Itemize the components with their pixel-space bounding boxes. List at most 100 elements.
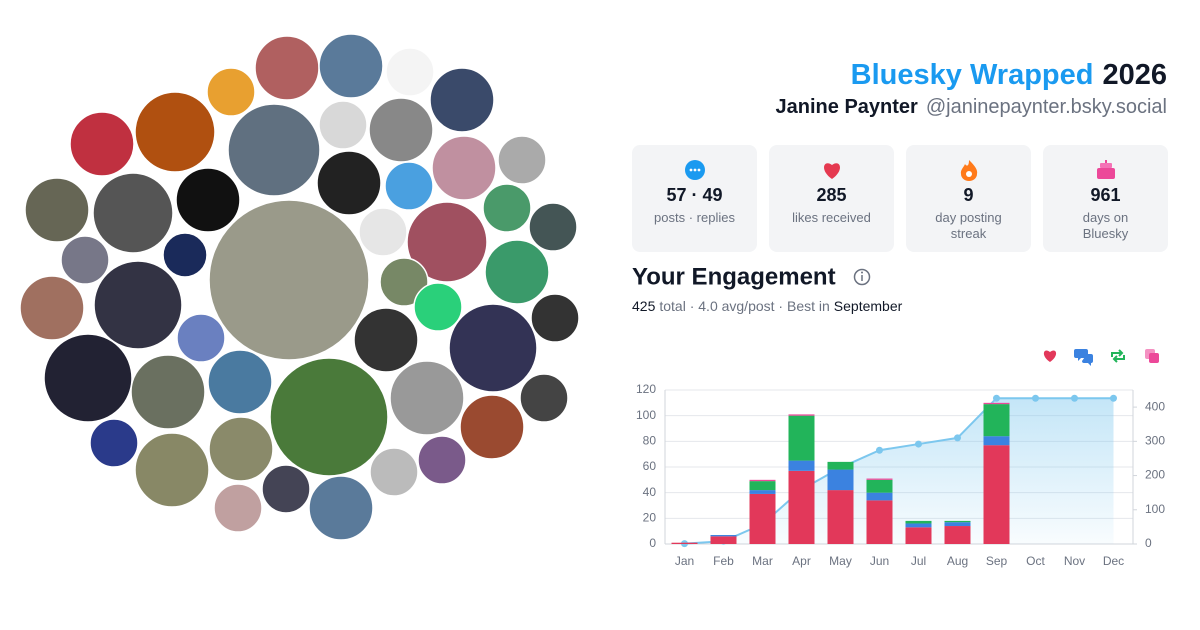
avatar [60, 235, 110, 285]
point [915, 440, 922, 448]
avatar [417, 435, 467, 485]
avatar [175, 167, 241, 233]
stat-icon [960, 160, 977, 181]
stat-value: 285 [816, 185, 847, 205]
stat-value: 961 [1090, 185, 1121, 205]
y-tick-label: 80 [643, 434, 657, 448]
avatar [429, 67, 495, 133]
avatar [379, 257, 429, 307]
point [993, 394, 1000, 402]
bar-segment [749, 479, 776, 482]
bar-segment [710, 535, 737, 537]
summary-total: 425 [632, 298, 656, 314]
bar-segment [827, 469, 854, 491]
bar-segment [866, 479, 893, 493]
y-tick-label: 120 [636, 382, 656, 396]
avatar [482, 183, 532, 233]
point [954, 434, 961, 442]
avatar [208, 416, 274, 482]
avatar [384, 161, 434, 211]
bar-segment [905, 523, 932, 528]
avatar [431, 135, 497, 201]
avatar [318, 33, 384, 99]
avatar [448, 303, 538, 393]
y-tick-label: 20 [643, 511, 657, 525]
bar-segment [827, 461, 854, 470]
stat-card: 57 · 49 posts · replies [632, 145, 757, 252]
y2-tick-label: 400 [1145, 399, 1165, 413]
x-tick-label: Apr [792, 554, 811, 568]
bar-segment [866, 492, 893, 501]
point [1110, 394, 1117, 402]
avatar [89, 418, 139, 468]
avatar [134, 432, 210, 508]
y2-tick-label: 100 [1145, 502, 1165, 516]
section-title: Your Engagement [632, 263, 836, 290]
info-icon[interactable] [853, 268, 871, 286]
bar-segment [983, 436, 1010, 446]
avatar [353, 307, 419, 373]
user-name: Janine Paynter [776, 96, 919, 118]
bar-segment [866, 478, 893, 480]
avatar [134, 91, 216, 173]
stat-label: posts · replies [654, 210, 735, 225]
bar-segment [944, 520, 971, 523]
avatar [227, 103, 321, 197]
avatar [318, 100, 368, 150]
summary: 425 total · 4.0 avg/post · Best in Septemb… [632, 298, 903, 314]
legend-icon [1145, 349, 1159, 363]
avatar [484, 239, 550, 305]
summary-detail: total · 4.0 avg/post · Best in [659, 298, 829, 314]
bar-segment [749, 493, 776, 544]
avatar [459, 394, 525, 460]
x-tick-label: Nov [1064, 554, 1085, 568]
avatar [162, 232, 208, 278]
area [684, 398, 1114, 544]
y-tick-label: 40 [643, 485, 657, 499]
avatar [308, 475, 374, 541]
avatar [69, 111, 135, 177]
avatar [261, 464, 311, 514]
y-tick-label: 100 [636, 408, 656, 422]
bar-segment [749, 490, 776, 494]
avatar [269, 357, 389, 477]
bar-segment [944, 526, 971, 544]
bar-segment [866, 500, 893, 544]
title-year: 2026 [1102, 59, 1167, 91]
avatar [528, 202, 578, 252]
stat-card: 961 days on Bluesky [1043, 145, 1168, 252]
avatar [213, 483, 263, 533]
y-tick-label: 60 [643, 459, 657, 473]
x-tick-label: Feb [713, 554, 734, 568]
bar-segment [788, 470, 815, 544]
legend-icon [1074, 349, 1093, 366]
title: Bluesky Wrapped 2026 [851, 59, 1167, 91]
avatar [406, 201, 488, 283]
bar-segment [710, 536, 737, 544]
y2-tick-label: 0 [1145, 536, 1152, 550]
summary-best: September [834, 298, 903, 314]
avatar [316, 150, 382, 216]
avatar [358, 207, 408, 257]
y-tick-label: 0 [649, 536, 656, 550]
stat-icon [684, 160, 705, 180]
stat-value: 9 [963, 185, 974, 205]
legend-icon-part [1082, 354, 1093, 366]
bar-segment [749, 481, 776, 491]
avatar [413, 282, 463, 332]
avatar [385, 47, 435, 97]
avatar [93, 260, 183, 350]
avatar [92, 172, 174, 254]
point [876, 446, 883, 454]
legend-icon [1111, 349, 1125, 363]
title-brand: Bluesky Wrapped [851, 59, 1094, 91]
x-tick-label: Mar [752, 554, 773, 568]
stat-icon [823, 163, 840, 179]
avatar [519, 373, 569, 423]
bar-segment [671, 542, 698, 544]
x-tick-label: Jun [870, 554, 889, 568]
avatar [254, 35, 320, 101]
y2-tick-label: 200 [1145, 468, 1165, 482]
avatar [368, 97, 434, 163]
